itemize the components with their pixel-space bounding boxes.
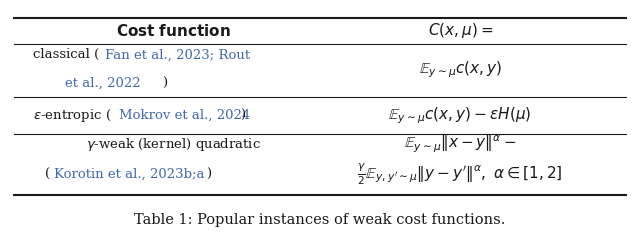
Text: Fan et al., 2023; Rout: Fan et al., 2023; Rout xyxy=(105,48,250,61)
Text: (: ( xyxy=(45,168,50,181)
Text: $\mathbf{Cost\ function}$: $\mathbf{Cost\ function}$ xyxy=(116,23,231,39)
Text: $\frac{\gamma}{2}\mathbb{E}_{y,y^{\prime}\sim\mu}\|y-y^{\prime}\|^\alpha,\ \alph: $\frac{\gamma}{2}\mathbb{E}_{y,y^{\prime… xyxy=(357,162,563,187)
Text: $\gamma$-weak (kernel) quadratic: $\gamma$-weak (kernel) quadratic xyxy=(86,136,261,153)
Text: $\mathbb{E}_{y\sim\mu}c(x,y)$: $\mathbb{E}_{y\sim\mu}c(x,y)$ xyxy=(419,60,502,80)
Text: ): ) xyxy=(241,109,246,122)
Text: ): ) xyxy=(207,168,212,181)
Text: Table 1: Popular instances of weak cost functions.: Table 1: Popular instances of weak cost … xyxy=(134,213,506,227)
Text: Mokrov et al., 2024: Mokrov et al., 2024 xyxy=(118,109,250,122)
Text: ): ) xyxy=(163,77,168,90)
Text: et al., 2022: et al., 2022 xyxy=(65,77,141,90)
Text: $\epsilon$-entropic (: $\epsilon$-entropic ( xyxy=(33,107,111,124)
Text: classical (: classical ( xyxy=(33,48,99,61)
Text: Korotin et al., 2023b;a: Korotin et al., 2023b;a xyxy=(54,168,205,181)
Text: $C(x, \mu) =$: $C(x, \mu) =$ xyxy=(428,21,493,40)
Text: $\mathbb{E}_{y\sim\mu}\|x-y\|^\alpha -$: $\mathbb{E}_{y\sim\mu}\|x-y\|^\alpha -$ xyxy=(404,134,516,155)
Text: $\mathbb{E}_{y\sim\mu}c(x,y) - \epsilon H(\mu)$: $\mathbb{E}_{y\sim\mu}c(x,y) - \epsilon … xyxy=(388,105,532,126)
